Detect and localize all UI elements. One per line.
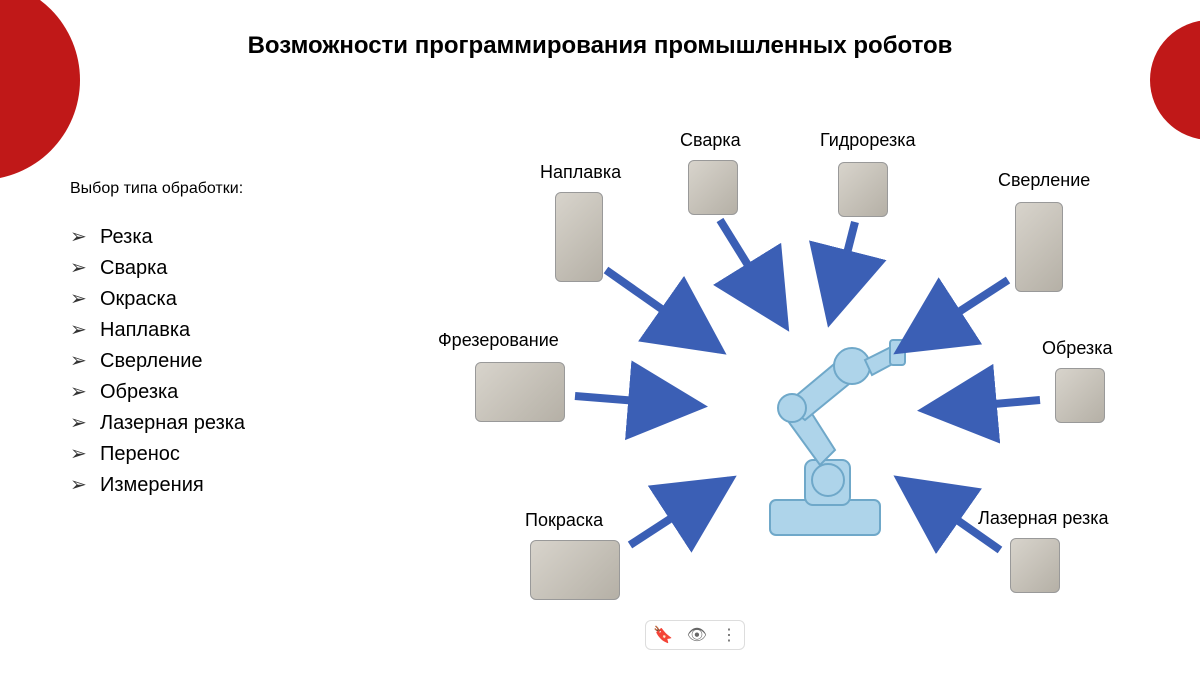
page-title: Возможности программирования промышленны… [0,32,1200,60]
bullet-item: Резка [70,222,390,253]
bullet-item: Лазерная резка [70,408,390,439]
tool-icon-obrezka [1055,368,1105,423]
bullet-item: Сверление [70,346,390,377]
tool-icon-frezer [475,362,565,422]
bullet-item: Измерения [70,470,390,501]
node-label-obrezka: Обрезка [1042,338,1112,359]
bullet-list: Резка Сварка Окраска Наплавка Сверление … [70,222,390,501]
tool-icon-naplavka [555,192,603,282]
decorative-circle-left [0,0,80,180]
bullet-item: Наплавка [70,315,390,346]
sidebar-subtitle: Выбор типа обработки: [70,180,390,198]
tool-icon-gidro [838,162,888,217]
node-label-svarka: Сварка [680,130,741,151]
node-label-pokraska: Покраска [525,510,603,531]
node-label-sverlenie: Сверление [998,170,1090,191]
tool-icon-lazer [1010,538,1060,593]
image-toolbar[interactable]: 🔖 👁 ⋮ [645,620,745,650]
diagram: Наплавка Сварка Гидрорезка Сверление Фрезеро… [420,120,1170,660]
node-label-frezer: Фрезерование [438,330,559,351]
bullet-item: Перенос [70,439,390,470]
node-label-lazer: Лазерная резка [978,508,1109,529]
node-label-gidro: Гидрорезка [820,130,915,151]
node-label-naplavka: Наплавка [540,162,621,183]
tool-icon-svarka [688,160,738,215]
more-icon[interactable]: ⋮ [721,625,737,645]
sidebar: Выбор типа обработки: Резка Сварка Окрас… [70,180,390,501]
bullet-item: Окраска [70,284,390,315]
bullet-item: Обрезка [70,377,390,408]
lens-icon[interactable]: 👁 [687,625,707,645]
tool-icon-pokraska [530,540,620,600]
bookmark-icon[interactable]: 🔖 [653,625,673,645]
bullet-item: Сварка [70,253,390,284]
tool-icon-sverlenie [1015,202,1063,292]
